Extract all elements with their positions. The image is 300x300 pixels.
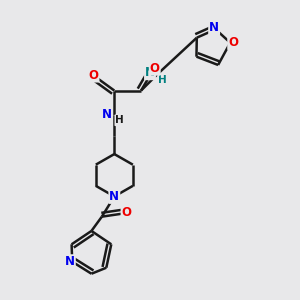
Text: H: H — [115, 115, 124, 125]
Text: H: H — [158, 75, 167, 85]
Text: N: N — [102, 108, 112, 122]
Text: O: O — [88, 69, 98, 82]
Text: O: O — [150, 62, 160, 75]
Text: N: N — [109, 190, 119, 203]
Text: O: O — [228, 36, 238, 49]
Text: N: N — [209, 21, 219, 34]
Text: N: N — [145, 66, 155, 79]
Text: N: N — [65, 255, 75, 268]
Text: O: O — [122, 206, 131, 219]
